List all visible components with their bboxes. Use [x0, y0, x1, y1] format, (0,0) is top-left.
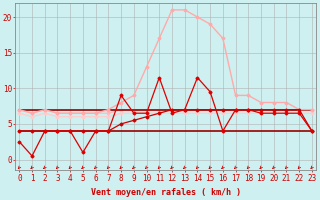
X-axis label: Vent moyen/en rafales ( km/h ): Vent moyen/en rafales ( km/h )	[91, 188, 241, 197]
